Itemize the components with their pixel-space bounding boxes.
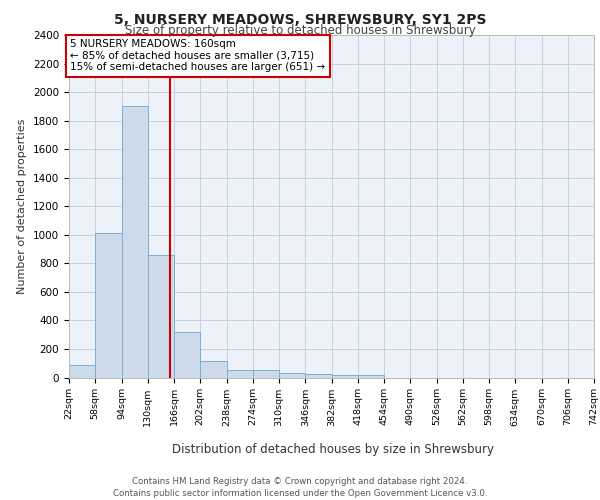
Bar [227,370,253,378]
Y-axis label: Number of detached properties: Number of detached properties [17,118,28,294]
Bar [95,234,121,378]
Text: Contains public sector information licensed under the Open Government Licence v3: Contains public sector information licen… [113,489,487,498]
Bar [253,370,279,378]
Bar [331,374,358,378]
Bar [200,361,227,378]
Bar [305,374,331,378]
Text: Distribution of detached houses by size in Shrewsbury: Distribution of detached houses by size … [172,442,494,456]
Bar [279,372,305,378]
Text: Contains HM Land Registry data © Crown copyright and database right 2024.: Contains HM Land Registry data © Crown c… [132,478,468,486]
Text: Size of property relative to detached houses in Shrewsbury: Size of property relative to detached ho… [125,24,475,37]
Bar [358,374,384,378]
Bar [121,106,148,378]
Bar [174,332,200,378]
Bar [69,364,95,378]
Text: 5 NURSERY MEADOWS: 160sqm
← 85% of detached houses are smaller (3,715)
15% of se: 5 NURSERY MEADOWS: 160sqm ← 85% of detac… [70,40,326,72]
Text: 5, NURSERY MEADOWS, SHREWSBURY, SY1 2PS: 5, NURSERY MEADOWS, SHREWSBURY, SY1 2PS [114,12,486,26]
Bar [148,255,174,378]
